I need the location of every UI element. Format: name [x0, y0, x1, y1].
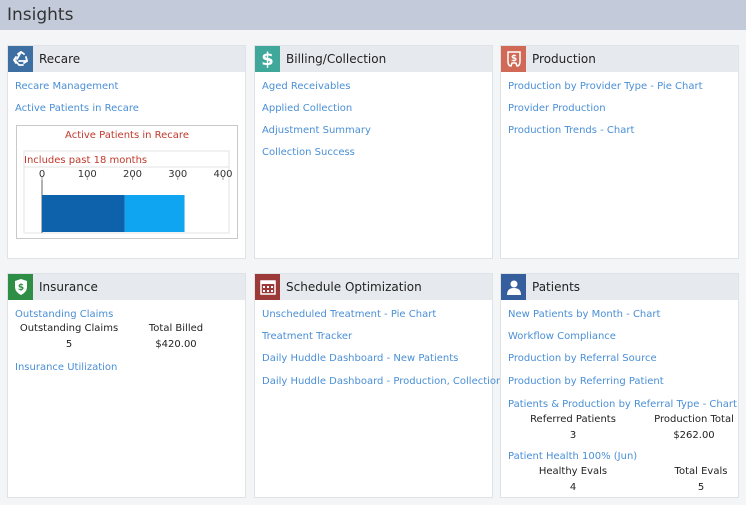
page-title: Insights	[7, 5, 74, 25]
new-patients-by-month-link[interactable]: New Patients by Month - Chart	[508, 309, 661, 320]
production-card-title: Production	[532, 52, 596, 66]
svg-text:$: $	[17, 283, 23, 293]
x-tick-label: 400	[213, 169, 232, 180]
outstanding-claims-value: 5	[65, 339, 73, 350]
patients-production-by-referral-type-link[interactable]: Patients & Production by Referral Type -…	[508, 399, 737, 410]
bar-segment-2	[124, 195, 185, 232]
page-header: Insights	[0, 0, 746, 30]
collection-success-link[interactable]: Collection Success	[262, 147, 355, 158]
production-by-referring-patient-link[interactable]: Production by Referring Patient	[508, 376, 664, 387]
patients-card-header: Patients	[501, 274, 738, 300]
referred-patients-value: 3	[569, 430, 577, 441]
production-card-header: $ Production	[501, 46, 738, 72]
recare-management-link[interactable]: Recare Management	[15, 81, 119, 92]
x-tick-label: 300	[168, 169, 187, 180]
daily-huddle-new-patients-link[interactable]: Daily Huddle Dashboard - New Patients	[262, 353, 459, 364]
production-total-label: Production Total	[654, 414, 734, 425]
healthy-evals-value: 4	[569, 482, 577, 493]
billing-card: $ Billing/Collection Aged Receivables Ap…	[254, 45, 493, 259]
insurance-card-title: Insurance	[39, 280, 98, 294]
recare-chart: Active Patients in Recare Includes past …	[16, 125, 238, 239]
chart-plot-frame	[23, 166, 230, 234]
recare-bar-chart: 0 100 200 300 400	[23, 150, 233, 234]
recycle-icon	[8, 46, 33, 72]
applied-collection-link[interactable]: Applied Collection	[262, 103, 353, 114]
total-billed-value: $420.00	[155, 339, 197, 350]
aged-receivables-link[interactable]: Aged Receivables	[262, 81, 351, 92]
tooth-dollar-icon: $	[501, 46, 526, 72]
recare-card: Recare Recare Management Active Patients…	[7, 45, 246, 259]
patients-card: Patients New Patients by Month - Chart W…	[500, 273, 739, 498]
daily-huddle-production-link[interactable]: Daily Huddle Dashboard - Production, Col…	[262, 376, 508, 387]
recare-card-header: Recare	[8, 46, 245, 72]
schedule-card-title: Schedule Optimization	[286, 280, 422, 294]
adjustment-summary-link[interactable]: Adjustment Summary	[262, 125, 371, 136]
referred-patients-label: Referred Patients	[530, 414, 616, 425]
recare-card-title: Recare	[39, 52, 81, 66]
workflow-compliance-link[interactable]: Workflow Compliance	[508, 331, 616, 342]
schedule-card: Schedule Optimization Unscheduled Treatm…	[254, 273, 508, 498]
billing-card-title: Billing/Collection	[286, 52, 387, 66]
dollar-icon: $	[255, 46, 280, 72]
calendar-icon	[255, 274, 280, 300]
chart-subtitle: Includes past 18 months	[24, 155, 148, 166]
chart-subtitle-box	[23, 150, 230, 168]
outstanding-claims-label: Outstanding Claims	[19, 323, 119, 334]
patients-card-title: Patients	[532, 280, 581, 294]
svg-text:$: $	[510, 54, 516, 64]
patient-health-link[interactable]: Patient Health 100% (Jun)	[508, 451, 638, 462]
active-patients-in-recare-link[interactable]: Active Patients in Recare	[15, 103, 139, 114]
person-icon	[501, 274, 526, 300]
schedule-card-header: Schedule Optimization	[255, 274, 492, 300]
treatment-tracker-link[interactable]: Treatment Tracker	[262, 331, 353, 342]
insurance-card-header: $ Insurance	[8, 274, 245, 300]
x-tick-label: 200	[123, 169, 142, 180]
production-total-value: $262.00	[673, 430, 715, 441]
total-billed-label: Total Billed	[148, 323, 204, 334]
total-evals-value: 5	[697, 482, 705, 493]
bar-segment-1	[42, 195, 125, 232]
shield-dollar-icon: $	[8, 274, 33, 300]
production-card: $ Production Production by Provider Type…	[500, 45, 739, 259]
outstanding-claims-link[interactable]: Outstanding Claims	[15, 309, 114, 320]
production-trends-link[interactable]: Production Trends - Chart	[508, 125, 635, 136]
provider-production-link[interactable]: Provider Production	[508, 103, 606, 114]
billing-card-header: $ Billing/Collection	[255, 46, 492, 72]
unscheduled-treatment-link[interactable]: Unscheduled Treatment - Pie Chart	[262, 309, 437, 320]
production-by-referral-source-link[interactable]: Production by Referral Source	[508, 353, 657, 364]
insurance-card: $ Insurance Outstanding Claims Outstandi…	[7, 273, 246, 498]
healthy-evals-label: Healthy Evals	[538, 466, 608, 477]
chart-title: Active Patients in Recare	[65, 130, 189, 141]
total-evals-label: Total Evals	[674, 466, 728, 477]
production-by-provider-type-link[interactable]: Production by Provider Type - Pie Chart	[508, 81, 703, 92]
insurance-utilization-link[interactable]: Insurance Utilization	[15, 362, 118, 373]
x-tick-label: 100	[78, 169, 97, 180]
x-tick-label: 0	[39, 169, 45, 180]
